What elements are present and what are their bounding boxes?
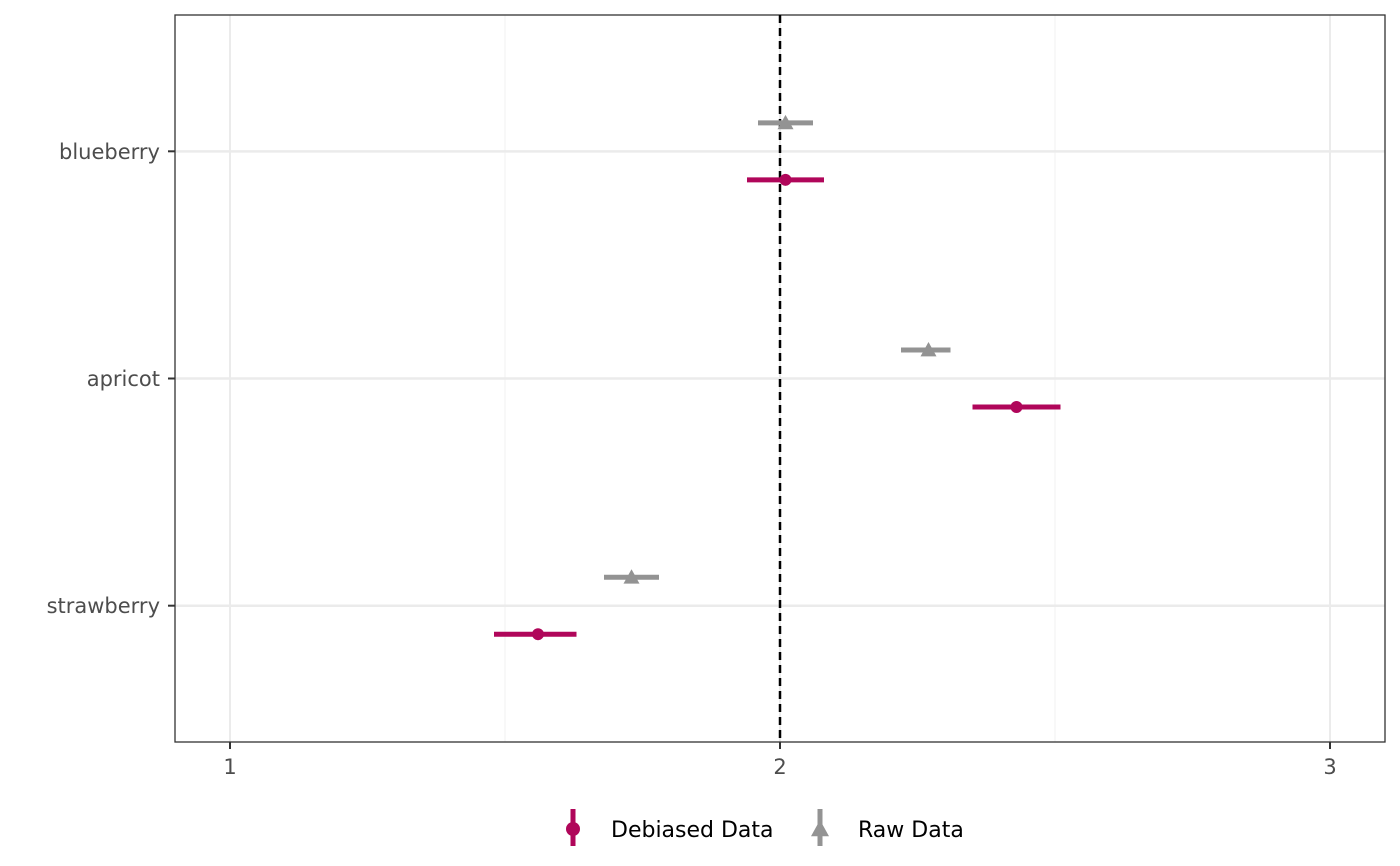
- point-blueberry: [779, 173, 792, 186]
- x-axis: 1 2 3: [223, 742, 1337, 779]
- legend-label: Debiased Data: [611, 818, 774, 843]
- point-apricot: [920, 342, 937, 357]
- y-axis: blueberry apricot strawberry: [47, 140, 175, 618]
- legend-key-circle: [566, 822, 580, 836]
- x-tick-label: 3: [1323, 755, 1336, 779]
- y-tick-label-blueberry: blueberry: [59, 140, 160, 164]
- point-blueberry: [777, 114, 794, 130]
- y-tick-label-apricot: apricot: [87, 367, 160, 391]
- legend-label: Raw Data: [858, 818, 964, 843]
- legend: Debiased Data Raw Data: [566, 809, 964, 846]
- point-strawberry: [532, 628, 544, 641]
- y-tick-label-strawberry: strawberry: [47, 594, 160, 618]
- x-tick-label: 2: [773, 755, 786, 779]
- data-marks: [494, 15, 1061, 742]
- point-strawberry: [623, 569, 640, 584]
- point-apricot: [1010, 401, 1023, 413]
- x-tick-label: 1: [223, 755, 236, 779]
- legend-item-raw: Raw Data: [811, 809, 964, 846]
- legend-key-triangle: [811, 820, 829, 837]
- legend-item-debiased: Debiased Data: [566, 809, 774, 846]
